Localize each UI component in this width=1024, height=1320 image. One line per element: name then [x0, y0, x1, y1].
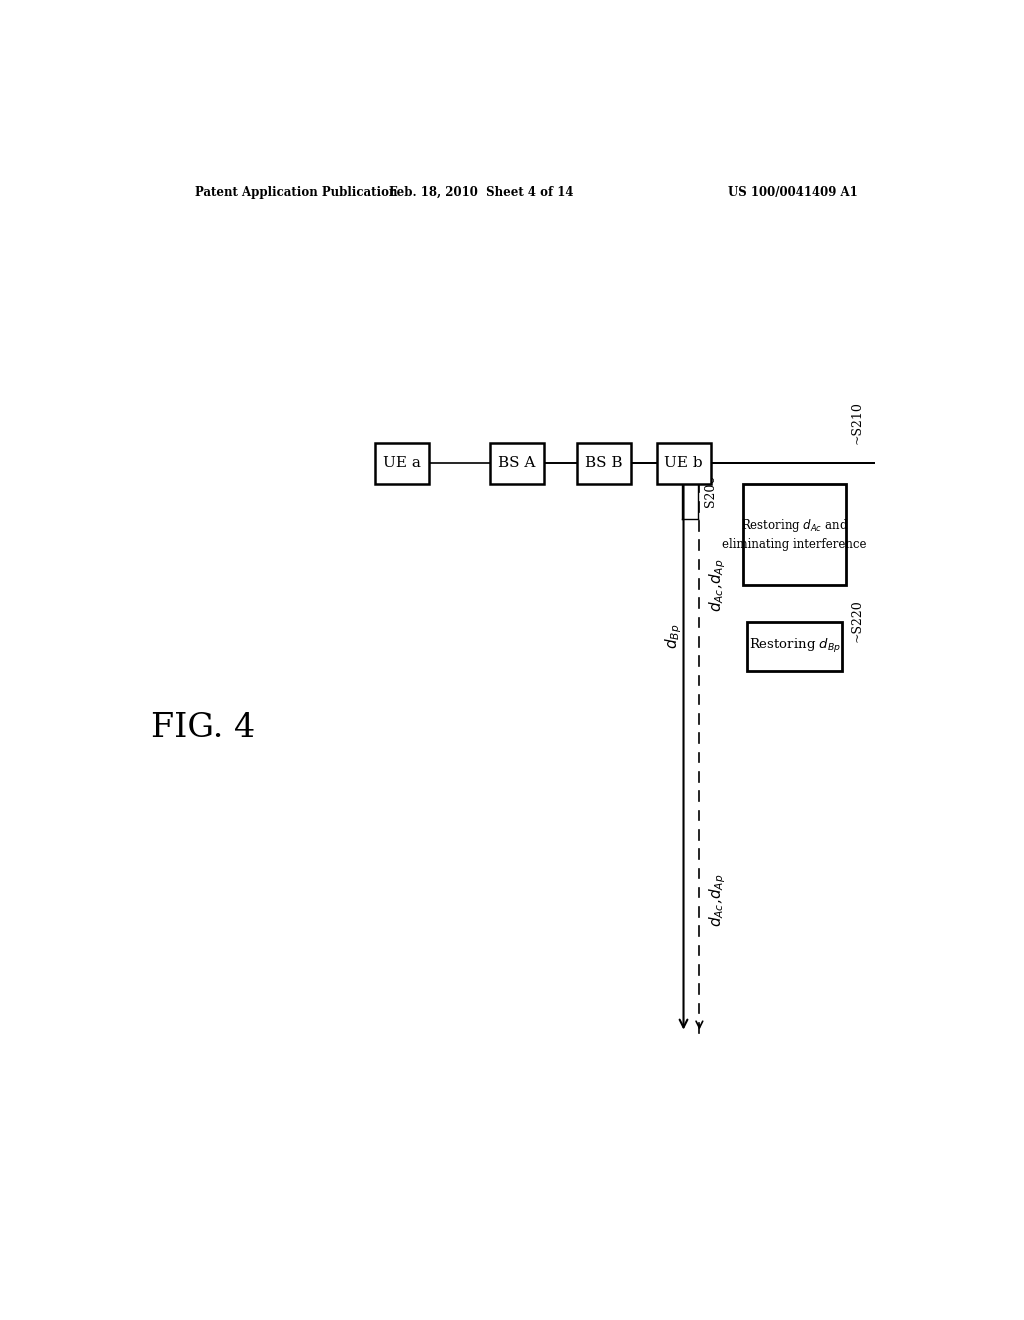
Text: UE b: UE b	[665, 457, 702, 470]
Text: ~S210: ~S210	[850, 401, 863, 444]
Text: BS B: BS B	[586, 457, 623, 470]
Text: S200: S200	[705, 475, 717, 507]
Bar	[578, 444, 631, 483]
Text: US 100/0041409 A1: US 100/0041409 A1	[728, 186, 858, 199]
Text: $d_{Ac}$,$d_{Ap}$: $d_{Ac}$,$d_{Ap}$	[708, 558, 728, 612]
Bar	[743, 483, 846, 585]
Text: BS A: BS A	[499, 457, 536, 470]
Bar	[656, 444, 711, 483]
Bar	[489, 444, 544, 483]
Text: $d_{Ac}$,$d_{Ap}$: $d_{Ac}$,$d_{Ap}$	[708, 874, 728, 927]
Bar	[375, 444, 429, 483]
Text: Feb. 18, 2010  Sheet 4 of 14: Feb. 18, 2010 Sheet 4 of 14	[389, 186, 573, 199]
Text: Restoring $d_{Bp}$: Restoring $d_{Bp}$	[749, 638, 841, 655]
Bar	[748, 622, 842, 671]
Text: ~S220: ~S220	[850, 599, 863, 643]
Text: Patent Application Publication: Patent Application Publication	[196, 186, 398, 199]
Text: FIG. 4: FIG. 4	[152, 711, 255, 743]
Text: Restoring $d_{Ac}$ and
eliminating interference: Restoring $d_{Ac}$ and eliminating inter…	[722, 517, 867, 552]
Text: $d_{Bp}$: $d_{Bp}$	[664, 623, 684, 648]
Text: UE a: UE a	[383, 457, 421, 470]
